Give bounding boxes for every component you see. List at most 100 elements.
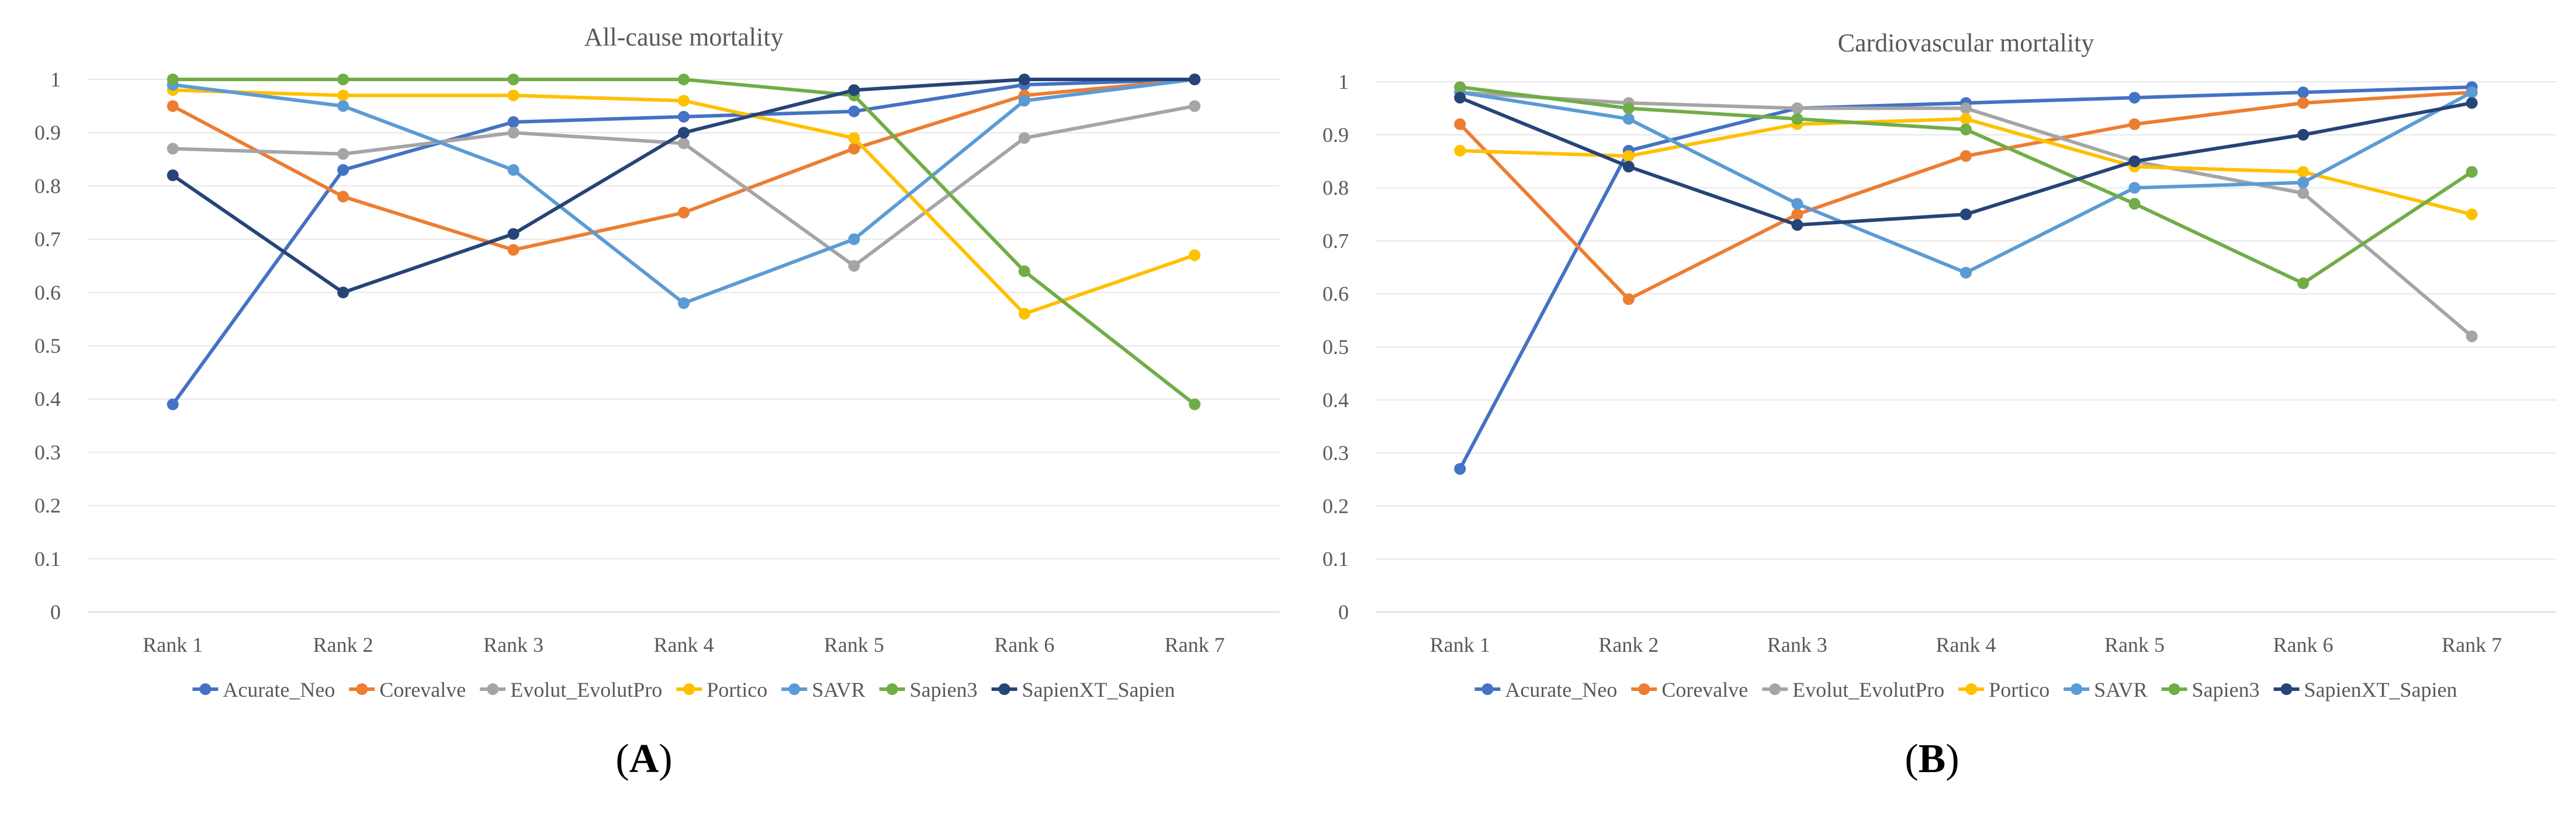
y-tick-label: 0.3 bbox=[1322, 442, 1349, 465]
series-sapien3 bbox=[1454, 81, 2478, 290]
data-point bbox=[337, 74, 349, 85]
y-tick-label: 0.9 bbox=[34, 121, 61, 144]
legend-item: SapienXT_Sapien bbox=[991, 678, 1175, 701]
x-tick-label: Rank 6 bbox=[2273, 633, 2333, 656]
series-savr bbox=[167, 74, 1201, 310]
data-point bbox=[507, 228, 520, 240]
legend-item: Portico bbox=[1958, 678, 2049, 701]
y-tick-label: 0 bbox=[1338, 600, 1349, 624]
data-point bbox=[678, 95, 690, 107]
series-sapien3 bbox=[167, 74, 1201, 411]
data-point bbox=[1791, 102, 1803, 114]
data-point bbox=[848, 260, 860, 272]
legend-label: Portico bbox=[707, 678, 767, 701]
y-tick-label: 0 bbox=[50, 600, 61, 624]
y-tick-label: 0.4 bbox=[34, 387, 61, 411]
y-tick-label: 0.1 bbox=[1322, 547, 1349, 571]
data-point bbox=[2466, 330, 2478, 342]
data-point bbox=[2297, 166, 2310, 178]
legend-label: Corevalve bbox=[379, 678, 466, 701]
data-point bbox=[2297, 97, 2310, 109]
x-tick-label: Rank 5 bbox=[824, 633, 884, 656]
panel-letter-b: B bbox=[1918, 736, 1946, 781]
data-point bbox=[167, 169, 179, 182]
legend-item: Corevalve bbox=[349, 678, 466, 701]
legend-swatch-marker bbox=[1769, 683, 1781, 695]
y-tick-label: 0.5 bbox=[1322, 335, 1349, 359]
y-tick-labels: 0 0.1 0.2 0.3 0.4 0.5 0.6 0.7 0.8 0.9 1 bbox=[34, 68, 61, 624]
legend-item: Evolut_EvolutPro bbox=[480, 678, 662, 701]
data-point bbox=[1960, 209, 1972, 220]
series-acurate-neo bbox=[167, 74, 1201, 411]
legend-swatch-marker bbox=[487, 683, 499, 695]
legend-swatch-marker bbox=[199, 683, 212, 695]
legend-swatch-marker bbox=[1965, 683, 1978, 695]
data-point bbox=[848, 143, 860, 155]
data-point bbox=[678, 74, 690, 85]
data-point bbox=[337, 100, 349, 112]
data-point bbox=[1791, 219, 1803, 231]
legend-swatch-marker bbox=[788, 683, 801, 695]
legend-swatch-marker bbox=[2071, 683, 2083, 695]
data-point bbox=[2128, 155, 2141, 168]
legend-label: SapienXT_Sapien bbox=[2304, 678, 2457, 701]
data-point bbox=[678, 137, 690, 150]
x-tick-label: Rank 7 bbox=[2442, 633, 2502, 656]
data-point bbox=[1018, 265, 1030, 277]
data-point bbox=[1622, 102, 1635, 114]
data-point bbox=[1960, 123, 1972, 135]
x-tick-label: Rank 1 bbox=[143, 633, 203, 656]
data-point bbox=[1189, 100, 1201, 112]
x-tick-label: Rank 4 bbox=[1936, 633, 1996, 656]
series-sapienxt-sapien bbox=[167, 74, 1201, 298]
legend-item: Sapien3 bbox=[879, 678, 978, 701]
data-point bbox=[1454, 463, 1466, 475]
data-point bbox=[167, 74, 179, 85]
data-point bbox=[678, 110, 690, 123]
data-point bbox=[337, 148, 349, 160]
legend-label: SapienXT_Sapien bbox=[1022, 678, 1175, 701]
y-tick-labels: 0 0.1 0.2 0.3 0.4 0.5 0.6 0.7 0.8 0.9 1 bbox=[1322, 70, 1349, 624]
legend: Acurate_Neo Corevalve Evolut_EvolutPro Port… bbox=[192, 678, 1175, 701]
data-point bbox=[2466, 97, 2478, 109]
data-point bbox=[337, 89, 349, 102]
data-point bbox=[2128, 182, 2141, 194]
y-tick-label: 0.8 bbox=[34, 174, 61, 197]
legend-item: Corevalve bbox=[1631, 678, 1748, 701]
data-point bbox=[1622, 293, 1635, 305]
series-sapienxt-sapien bbox=[1454, 92, 2478, 231]
data-point bbox=[1960, 150, 1972, 162]
data-point bbox=[848, 84, 860, 96]
data-point bbox=[507, 244, 520, 256]
data-point bbox=[2297, 277, 2310, 290]
data-point bbox=[848, 105, 860, 117]
data-point bbox=[167, 143, 179, 155]
x-tick-label: Rank 3 bbox=[483, 633, 543, 656]
data-point bbox=[1960, 113, 1972, 125]
panel-label-a: (A) bbox=[615, 736, 673, 781]
legend-label: Evolut_EvolutPro bbox=[1792, 678, 1944, 701]
data-point bbox=[337, 286, 349, 298]
data-point bbox=[167, 100, 179, 112]
legend-label: Portico bbox=[1989, 678, 2049, 701]
y-tick-label: 0.1 bbox=[34, 547, 61, 571]
data-point bbox=[2466, 209, 2478, 220]
x-tick-label: Rank 2 bbox=[1598, 633, 1659, 656]
data-point bbox=[1791, 197, 1803, 210]
y-tick-label: 0.7 bbox=[34, 228, 61, 251]
data-point bbox=[507, 127, 520, 139]
data-point bbox=[1454, 81, 1466, 93]
legend-label: Acurate_Neo bbox=[1505, 678, 1617, 701]
data-point bbox=[2128, 197, 2141, 210]
series-portico bbox=[167, 84, 1201, 320]
legend-item: SAVR bbox=[2063, 678, 2148, 701]
y-tick-label: 0.6 bbox=[1322, 282, 1349, 305]
data-point bbox=[507, 116, 520, 128]
data-point bbox=[507, 164, 520, 176]
x-tick-label: Rank 4 bbox=[654, 633, 714, 656]
data-point bbox=[2466, 86, 2478, 99]
x-tick-label: Rank 2 bbox=[313, 633, 373, 656]
x-tick-labels: Rank 1 Rank 2 Rank 3 Rank 4 Rank 5 Rank 6 Rank… bbox=[1430, 633, 2502, 656]
data-point bbox=[1189, 398, 1201, 411]
chart-panel-a: All-cause mortality 0 0.1 0.2 0.3 0.4 0.5 0.6 0.… bbox=[34, 23, 1280, 781]
